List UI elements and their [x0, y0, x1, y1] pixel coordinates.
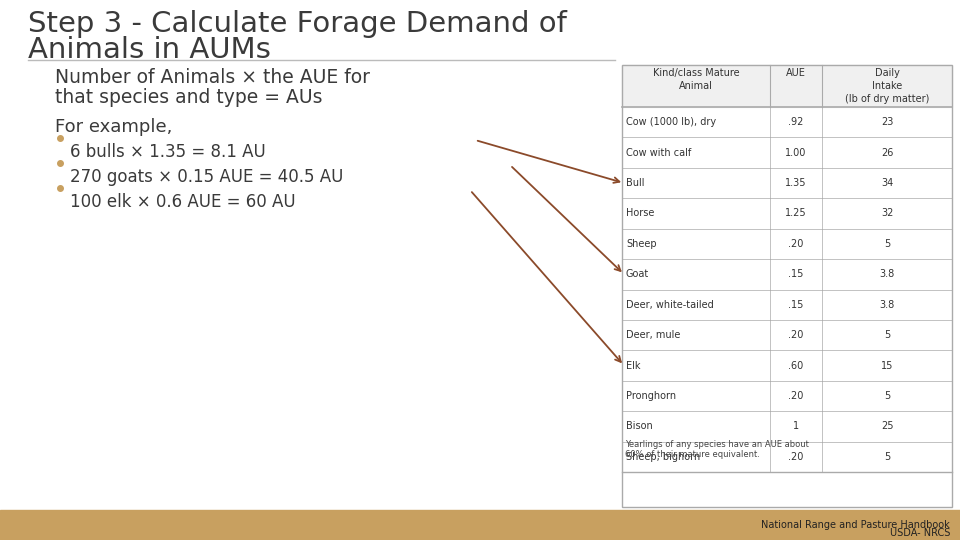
Text: .20: .20 — [788, 330, 804, 340]
Text: Cow (1000 lb), dry: Cow (1000 lb), dry — [626, 117, 716, 127]
Text: Step 3 - Calculate Forage Demand of: Step 3 - Calculate Forage Demand of — [28, 10, 566, 38]
Text: 6 bulls × 1.35 = 8.1 AU: 6 bulls × 1.35 = 8.1 AU — [70, 143, 266, 161]
Text: 23: 23 — [881, 117, 893, 127]
Text: 3.8: 3.8 — [879, 300, 895, 310]
Text: Bison: Bison — [626, 421, 653, 431]
Text: USDA- NRCS: USDA- NRCS — [890, 528, 950, 538]
Text: Deer, mule: Deer, mule — [626, 330, 681, 340]
Text: 5: 5 — [884, 330, 890, 340]
Text: Number of Animals × the AUE for: Number of Animals × the AUE for — [55, 68, 370, 87]
Text: Horse: Horse — [626, 208, 655, 219]
Text: .20: .20 — [788, 239, 804, 249]
Text: 32: 32 — [881, 208, 893, 219]
Text: AUE: AUE — [786, 68, 806, 78]
Text: Yearlings of any species have an AUE about: Yearlings of any species have an AUE abo… — [625, 440, 809, 449]
Text: 5: 5 — [884, 452, 890, 462]
Text: Daily
Intake
(lb of dry matter): Daily Intake (lb of dry matter) — [845, 68, 929, 104]
Text: 25: 25 — [880, 421, 893, 431]
Text: Kind/class Mature
Animal: Kind/class Mature Animal — [653, 68, 739, 91]
Text: 3.8: 3.8 — [879, 269, 895, 279]
Text: Goat: Goat — [626, 269, 649, 279]
Text: Sheep: Sheep — [626, 239, 657, 249]
Text: .92: .92 — [788, 117, 804, 127]
Text: 270 goats × 0.15 AUE = 40.5 AU: 270 goats × 0.15 AUE = 40.5 AU — [70, 168, 344, 186]
Text: Bull: Bull — [626, 178, 644, 188]
Text: .20: .20 — [788, 452, 804, 462]
Text: .15: .15 — [788, 269, 804, 279]
Text: For example,: For example, — [55, 118, 173, 136]
Text: Sheep, bighorn: Sheep, bighorn — [626, 452, 700, 462]
Bar — [622, 65, 952, 107]
Bar — [0, 510, 960, 540]
Text: 60% of their mature equivalent.: 60% of their mature equivalent. — [625, 450, 760, 459]
Text: 5: 5 — [884, 391, 890, 401]
Bar — [622, 65, 952, 507]
Text: 34: 34 — [881, 178, 893, 188]
Text: 26: 26 — [881, 147, 893, 158]
Text: that species and type = AUs: that species and type = AUs — [55, 88, 323, 107]
Text: Deer, white-tailed: Deer, white-tailed — [626, 300, 713, 310]
Text: .20: .20 — [788, 391, 804, 401]
Text: 5: 5 — [884, 239, 890, 249]
Text: 100 elk × 0.6 AUE = 60 AU: 100 elk × 0.6 AUE = 60 AU — [70, 193, 296, 211]
Text: 15: 15 — [881, 361, 893, 370]
Text: .60: .60 — [788, 361, 804, 370]
Text: .15: .15 — [788, 300, 804, 310]
Text: 1.35: 1.35 — [785, 178, 806, 188]
Text: Pronghorn: Pronghorn — [626, 391, 676, 401]
Text: Elk: Elk — [626, 361, 640, 370]
Text: 1.25: 1.25 — [785, 208, 806, 219]
Text: National Range and Pasture Handbook: National Range and Pasture Handbook — [761, 520, 950, 530]
Text: 1: 1 — [793, 421, 799, 431]
Text: Animals in AUMs: Animals in AUMs — [28, 36, 271, 64]
Text: Cow with calf: Cow with calf — [626, 147, 691, 158]
Text: 1.00: 1.00 — [785, 147, 806, 158]
